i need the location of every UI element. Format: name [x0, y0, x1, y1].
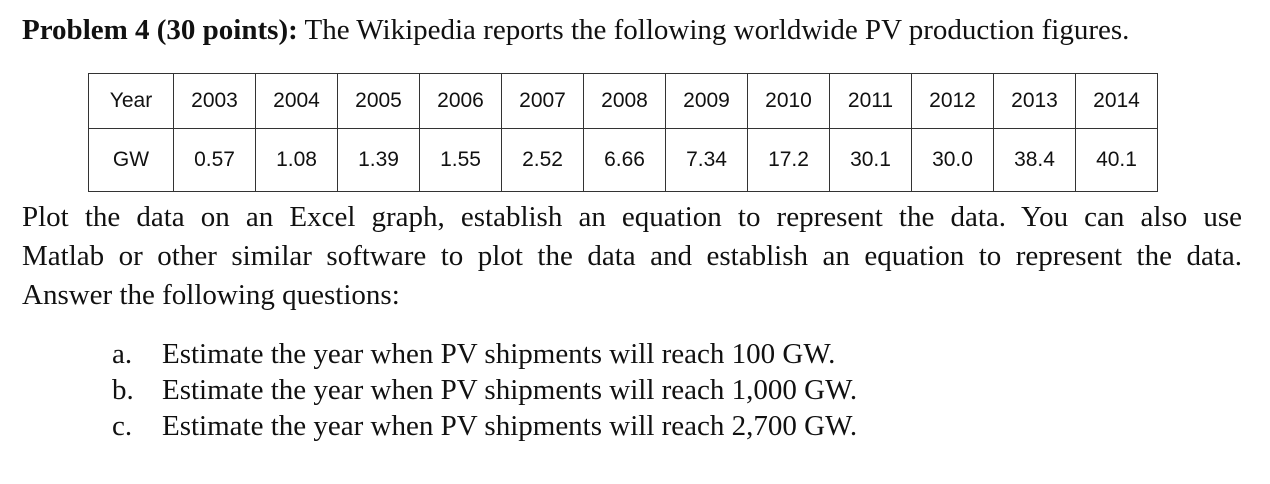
question-text: Estimate the year when PV shipments will…	[162, 338, 836, 370]
table-cell: 1.39	[337, 128, 420, 192]
table-cell: 2.52	[501, 128, 584, 192]
table-row-gw: GW 0.57 1.08 1.39 1.55 2.52 6.66 7.34 17…	[88, 128, 1158, 192]
problem-title-text: The Wikipedia reports the following worl…	[297, 14, 1130, 46]
table-cell: 2009	[665, 73, 748, 129]
table-cell: 40.1	[1075, 128, 1158, 192]
table-cell: 38.4	[993, 128, 1076, 192]
instructions-line: Matlab or other similar software to plot…	[22, 240, 1242, 272]
table-cell: 2014	[1075, 73, 1158, 129]
table-cell: 2013	[993, 73, 1076, 129]
question-marker: a.	[112, 338, 133, 370]
table-cell: 2008	[583, 73, 666, 129]
table-cell: 0.57	[173, 128, 256, 192]
table-cell: 2010	[747, 73, 830, 129]
table-cell: 1.08	[255, 128, 338, 192]
instructions-line: Plot the data on an Excel graph, establi…	[22, 201, 1242, 233]
table-cell: 2011	[829, 73, 912, 129]
table-row-year: Year 2003 2004 2005 2006 2007 2008 2009 …	[88, 73, 1158, 129]
question-marker: c.	[112, 410, 133, 442]
table-cell: 2006	[419, 73, 502, 129]
row-header-gw: GW	[88, 128, 174, 192]
table-cell: 6.66	[583, 128, 666, 192]
table-cell: 1.55	[419, 128, 502, 192]
table-cell: 2012	[911, 73, 994, 129]
table-cell: 2003	[173, 73, 256, 129]
problem-title-bold: Problem 4 (30 points):	[22, 14, 298, 46]
question-text: Estimate the year when PV shipments will…	[162, 410, 858, 442]
table-cell: 7.34	[665, 128, 748, 192]
question-item: c. Estimate the year when PV shipments w…	[112, 408, 857, 444]
problem-heading: Problem 4 (30 points): The Wikipedia rep…	[22, 12, 1129, 48]
question-text: Estimate the year when PV shipments will…	[162, 374, 858, 406]
table-cell: 2004	[255, 73, 338, 129]
question-marker: b.	[112, 374, 134, 406]
instructions-paragraph: Plot the data on an Excel graph, establi…	[22, 198, 1242, 315]
table-cell: 30.1	[829, 128, 912, 192]
table-cell: 17.2	[747, 128, 830, 192]
table-cell: 30.0	[911, 128, 994, 192]
row-header-year: Year	[88, 73, 174, 129]
table-cell: 2005	[337, 73, 420, 129]
pv-production-table: Year 2003 2004 2005 2006 2007 2008 2009 …	[88, 73, 1158, 192]
question-item: b. Estimate the year when PV shipments w…	[112, 372, 857, 408]
question-list: a. Estimate the year when PV shipments w…	[112, 336, 857, 444]
instructions-line: Answer the following questions:	[22, 279, 400, 311]
table-cell: 2007	[501, 73, 584, 129]
question-item: a. Estimate the year when PV shipments w…	[112, 336, 857, 372]
